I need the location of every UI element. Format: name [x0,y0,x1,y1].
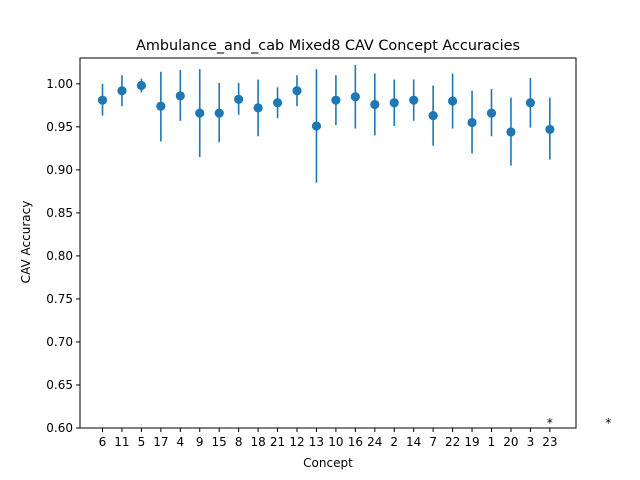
plot-frame [79,57,577,429]
x-tick-label: 9 [196,435,204,449]
data-point [350,92,360,102]
data-point [117,86,127,96]
x-tick-label: 23 [542,435,557,449]
x-tick-label: 20 [503,435,518,449]
x-tick-label: 8 [235,435,243,449]
data-point [136,80,146,91]
x-tick-label: 3 [527,435,535,449]
data-point [331,95,341,105]
data-point [234,94,244,104]
x-tick-label: 19 [464,435,479,449]
data-point [195,108,205,118]
x-tick-label: 22 [445,435,460,449]
data-point [253,103,263,113]
x-tick-label: 24 [367,435,382,449]
data-point [311,121,322,131]
x-tick-label: 6 [99,435,107,449]
data-point [545,124,555,135]
y-axis-label: CAV Accuracy [19,201,33,284]
x-axis-label: Concept [303,456,353,470]
y-tick-label: 0.80 [46,249,73,263]
y-tick-label: 0.85 [46,206,73,220]
y-tick-label: 0.70 [46,335,73,349]
x-tick-label: 1 [488,435,496,449]
data-point [486,108,497,118]
y-tick-label: 1.00 [46,77,73,91]
annotations: * * [547,416,611,430]
y-tick-label: 0.95 [46,120,73,134]
x-tick-label: 15 [212,435,227,449]
x-tick-label: 18 [250,435,265,449]
data-point [272,98,283,108]
x-tick-label: 7 [429,435,437,449]
y-axis-ticks: 0.60 0.65 0.70 0.75 0.80 0.85 0.90 0.95 1.00 [46,77,80,435]
x-tick-label: 14 [406,435,421,449]
y-tick-label: 0.65 [46,378,73,392]
data-point [156,101,166,111]
data-point [409,95,419,105]
x-tick-label: 5 [138,435,146,449]
data-point [428,111,438,121]
data-point [97,95,108,105]
x-tick-label: 2 [390,435,398,449]
x-tick-label: 21 [270,435,285,449]
x-tick-label: 11 [114,435,129,449]
significance-asterisk: * [605,416,611,430]
significance-asterisk: * [547,416,553,430]
x-tick-label: 4 [176,435,184,449]
x-tick-label: 13 [309,435,324,449]
data-point [175,91,185,101]
y-tick-label: 0.75 [46,292,73,306]
data-point [525,98,536,108]
data-point [506,127,516,137]
data-point [370,99,380,110]
data-series [97,64,555,183]
chart-title: Ambulance_and_cab Mixed8 CAV Concept Acc… [136,38,520,54]
x-tick-label: 16 [348,435,363,449]
data-point [214,108,224,118]
x-tick-label: 12 [289,435,304,449]
data-point [467,117,477,128]
y-tick-label: 0.90 [46,163,73,177]
x-tick-label: 10 [328,435,343,449]
data-point [292,86,302,96]
y-tick-label: 0.60 [46,421,73,435]
x-tick-label: 17 [153,435,168,449]
data-point [389,98,399,108]
x-axis-ticks: 6 11 5 17 4 9 15 8 18 21 12 13 10 16 24 2 14 7 22 19 1 20 3 23 [99,428,557,449]
data-point [448,96,458,106]
